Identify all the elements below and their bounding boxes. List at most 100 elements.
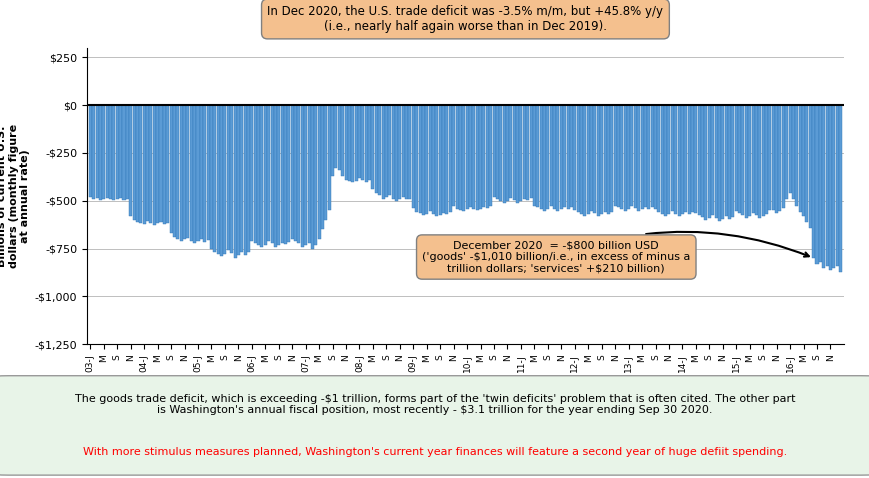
Bar [455, 105, 458, 209]
Bar [734, 105, 737, 211]
Bar [482, 105, 485, 207]
Bar [216, 105, 220, 254]
Bar [146, 105, 149, 221]
Y-axis label: Billions of current U.S.
dollars (monthly figure
at annual rate): Billions of current U.S. dollars (monthl… [0, 124, 30, 268]
Bar [287, 105, 290, 242]
Bar [96, 105, 98, 198]
Bar [452, 105, 454, 206]
Bar [337, 105, 341, 170]
Bar [663, 105, 667, 216]
Bar [163, 105, 166, 224]
Bar [653, 105, 656, 209]
Bar [153, 105, 156, 225]
Bar [119, 105, 122, 198]
Bar [143, 105, 145, 224]
Bar [277, 105, 280, 245]
Bar [136, 105, 139, 222]
Bar [132, 105, 136, 220]
Bar [546, 105, 548, 209]
Bar [331, 105, 334, 176]
Bar [479, 105, 481, 209]
Bar [794, 105, 798, 206]
Text: In Dec 2020, the U.S. trade deficit was -3.5% m/m, but +45.8% y/y
(i.e., nearly : In Dec 2020, the U.S. trade deficit was … [267, 5, 663, 33]
Bar [415, 105, 418, 212]
Bar [640, 105, 643, 209]
Bar [301, 105, 303, 247]
Bar [636, 105, 640, 211]
Bar [230, 105, 233, 253]
Bar [539, 105, 542, 209]
Bar [760, 105, 764, 216]
Bar [814, 105, 818, 264]
Bar [166, 105, 169, 223]
Bar [828, 105, 831, 270]
Bar [290, 105, 294, 239]
Bar [627, 105, 629, 209]
Bar [341, 105, 344, 176]
Bar [519, 105, 522, 201]
Bar [737, 105, 740, 213]
Bar [499, 105, 501, 201]
Bar [432, 105, 434, 214]
Bar [176, 105, 179, 239]
Bar [281, 105, 283, 243]
Bar [438, 105, 441, 215]
Bar [492, 105, 495, 197]
Bar [203, 105, 206, 242]
Bar [472, 105, 474, 209]
Bar [825, 105, 827, 266]
Bar [294, 105, 296, 241]
Bar [233, 105, 236, 258]
Bar [613, 105, 616, 206]
Bar [707, 105, 710, 218]
Bar [123, 105, 125, 200]
Bar [89, 105, 92, 197]
Bar [623, 105, 626, 211]
Bar [767, 105, 771, 210]
Bar [388, 105, 391, 195]
Bar [697, 105, 700, 215]
Bar [200, 105, 202, 239]
Bar [774, 105, 777, 213]
Bar [785, 105, 787, 199]
Bar [556, 105, 559, 211]
Bar [428, 105, 431, 211]
Bar [600, 105, 602, 214]
Bar [764, 105, 767, 214]
Bar [159, 105, 163, 222]
Bar [227, 105, 229, 250]
Bar [247, 105, 249, 252]
Bar [475, 105, 478, 210]
Bar [105, 105, 109, 198]
Bar [758, 105, 760, 218]
Bar [368, 105, 371, 180]
Text: December 2020  = -$800 billion USD
('goods' -$1,010 billion/i.e., in excess of m: December 2020 = -$800 billion USD ('good… [421, 232, 808, 273]
Bar [169, 105, 172, 233]
Bar [495, 105, 498, 199]
Bar [670, 105, 673, 211]
Bar [310, 105, 314, 249]
Bar [508, 105, 512, 198]
Bar [667, 105, 670, 214]
Bar [304, 105, 307, 245]
Bar [391, 105, 395, 199]
Bar [553, 105, 555, 209]
Bar [348, 105, 350, 181]
Bar [526, 105, 528, 200]
Bar [657, 105, 660, 212]
Bar [751, 105, 753, 213]
Bar [744, 105, 747, 218]
Bar [522, 105, 525, 199]
FancyBboxPatch shape [0, 376, 869, 475]
Bar [832, 105, 834, 268]
Bar [630, 105, 633, 206]
Bar [607, 105, 609, 214]
Bar [401, 105, 404, 197]
Bar [240, 105, 243, 252]
Bar [576, 105, 579, 212]
Bar [425, 105, 428, 214]
Bar [378, 105, 381, 195]
Bar [488, 105, 492, 206]
Bar [754, 105, 757, 215]
Bar [263, 105, 267, 245]
